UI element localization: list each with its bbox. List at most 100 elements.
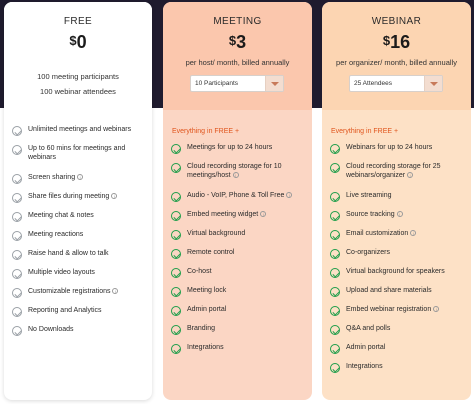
info-icon[interactable]: i [232, 172, 239, 178]
feature-label: Live streaming [346, 192, 392, 199]
feature-item: Source tracking i [330, 210, 467, 229]
plan-price: $3 [163, 32, 312, 53]
feature-item: Upload and share materials [330, 286, 467, 305]
check-circle-icon [171, 268, 181, 278]
check-circle-icon [12, 326, 22, 336]
feature-label: Integrations [346, 363, 383, 370]
feature-label: Source tracking [346, 211, 395, 218]
feature-label: Admin portal [187, 306, 227, 313]
price-subtext: per organizer/ month, billed annually [336, 58, 457, 67]
select-value: 25 Attendees [354, 80, 392, 87]
feature-item: Unlimited meetings and webinars [12, 125, 148, 144]
feature-item: Remote control [171, 248, 308, 267]
feature-label: Integrations [187, 344, 224, 351]
feature-item: No Downloads [12, 325, 148, 344]
feature-item: Screen sharing i [12, 173, 148, 192]
plan-name: MEETING [213, 16, 262, 27]
plan-price: $16 [322, 32, 471, 53]
feature-label: Meeting chat & notes [28, 212, 94, 219]
plan-card-webinar: WEBINAR $16 per organizer/ month, billed… [322, 2, 471, 400]
check-circle-icon [330, 363, 340, 373]
check-circle-icon [330, 287, 340, 297]
feature-label: Embed meeting widget [187, 211, 259, 218]
feature-list: Webinars for up to 24 hours Cloud recordi… [330, 143, 467, 381]
check-circle-icon [330, 344, 340, 354]
info-icon[interactable]: i [407, 172, 414, 178]
check-circle-icon [171, 211, 181, 221]
check-circle-icon [330, 268, 340, 278]
feature-item: Co-organizers [330, 248, 467, 267]
info-icon[interactable]: i [396, 211, 403, 217]
info-icon[interactable]: i [410, 230, 417, 236]
feature-label: Branding [187, 325, 216, 332]
check-circle-icon [330, 211, 340, 221]
feature-item: Q&A and polls [330, 324, 467, 343]
check-circle-icon [12, 193, 22, 203]
feature-item: Cloud recording storage for 10 meetings/… [171, 162, 308, 191]
plan-card-meeting: MEETING $3 per host/ month, billed annua… [163, 2, 312, 400]
plan-price: $0 [4, 32, 152, 53]
info-icon[interactable]: i [433, 306, 440, 312]
chevron-down-icon[interactable] [424, 76, 442, 91]
feature-item: Branding [171, 324, 308, 343]
feature-label: Remote control [187, 249, 235, 256]
check-circle-icon [171, 287, 181, 297]
currency-symbol: $ [69, 33, 77, 48]
feature-label: Meeting reactions [28, 231, 84, 238]
feature-label: Co-host [187, 268, 212, 275]
chevron-down-icon[interactable] [265, 76, 283, 91]
check-circle-icon [171, 144, 181, 154]
feature-label: No Downloads [28, 326, 74, 333]
attendees-select[interactable]: 25 Attendees [349, 75, 443, 92]
feature-label: Meetings for up to 24 hours [187, 144, 273, 151]
feature-label: Cloud recording storage for 10 meetings/… [187, 163, 282, 179]
feature-item: Admin portal [330, 343, 467, 362]
check-circle-icon [330, 144, 340, 154]
feature-label: Cloud recording storage for 25 webinars/… [346, 163, 441, 179]
currency-symbol: $ [228, 33, 237, 48]
feature-item: Integrations [171, 343, 308, 362]
free-line-attendees: 100 webinar attendees [40, 87, 116, 96]
feature-item: Co-host [171, 267, 308, 286]
feature-item: Up to 60 mins for meetings and webinars [12, 144, 148, 173]
feature-label: Raise hand & allow to talk [28, 250, 109, 257]
check-circle-icon [12, 231, 22, 241]
participants-select[interactable]: 10 Participants [190, 75, 284, 92]
plan-name: FREE [63, 16, 93, 27]
info-icon[interactable]: i [112, 288, 119, 294]
check-circle-icon [330, 230, 340, 240]
feature-label: Upload and share materials [346, 287, 432, 294]
feature-label: Q&A and polls [346, 325, 391, 332]
info-icon[interactable]: i [260, 211, 267, 217]
check-circle-icon [330, 163, 340, 173]
check-circle-icon [330, 325, 340, 335]
feature-item: Meeting chat & notes [12, 211, 148, 230]
info-icon[interactable]: i [77, 174, 84, 180]
feature-item: Webinars for up to 24 hours [330, 143, 467, 162]
feature-label: Screen sharing [28, 174, 76, 181]
feature-label: Audio - VoIP, Phone & Toll Free [187, 192, 285, 199]
feature-label: Virtual background for speakers [346, 268, 445, 275]
feature-label: Multiple video layouts [28, 269, 95, 276]
feature-label: Customizable registrations [28, 288, 111, 295]
info-icon[interactable]: i [111, 193, 118, 199]
info-icon[interactable]: i [286, 192, 293, 198]
check-circle-icon [330, 249, 340, 259]
check-circle-icon [171, 306, 181, 316]
price-amount: 3 [236, 32, 247, 52]
check-circle-icon [12, 250, 22, 260]
check-circle-icon [171, 230, 181, 240]
check-circle-icon [171, 325, 181, 335]
price-amount: 0 [76, 32, 87, 52]
feature-label: Webinars for up to 24 hours [346, 144, 433, 151]
check-circle-icon [12, 212, 22, 222]
check-circle-icon [12, 288, 22, 298]
feature-item: Share files during meeting i [12, 192, 148, 211]
feature-item: Email customization i [330, 229, 467, 248]
select-value: 10 Participants [195, 80, 238, 87]
feature-item: Admin portal [171, 305, 308, 324]
feature-list: Unlimited meetings and webinars Up to 60 … [12, 125, 148, 344]
feature-item: Virtual background for speakers [330, 267, 467, 286]
plan-header-meeting: MEETING $3 per host/ month, billed annua… [163, 2, 312, 110]
check-circle-icon [171, 163, 181, 173]
